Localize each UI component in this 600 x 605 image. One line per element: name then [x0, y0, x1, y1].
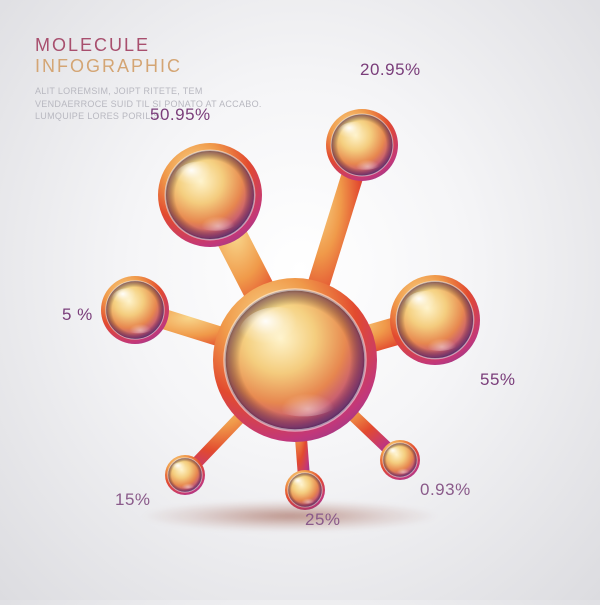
node-n55	[396, 281, 473, 358]
node-n093	[383, 443, 417, 477]
label-n5095: 50.95%	[150, 105, 211, 125]
node-n5095	[165, 150, 254, 239]
molecule-diagram: 50.95% 20.95% 55% 0.93% 25% 15% 5 %	[0, 0, 600, 600]
drop-shadow	[140, 500, 440, 532]
label-n15: 15%	[115, 490, 151, 510]
label-n55: 55%	[480, 370, 516, 390]
node-n2095	[331, 114, 393, 176]
label-n25: 25%	[305, 510, 341, 530]
center-node	[224, 289, 365, 430]
node-n5	[106, 281, 164, 339]
label-n093: 0.93%	[420, 480, 471, 500]
node-n15	[168, 458, 202, 492]
label-n5: 5 %	[62, 305, 93, 325]
label-n2095: 20.95%	[360, 60, 421, 80]
